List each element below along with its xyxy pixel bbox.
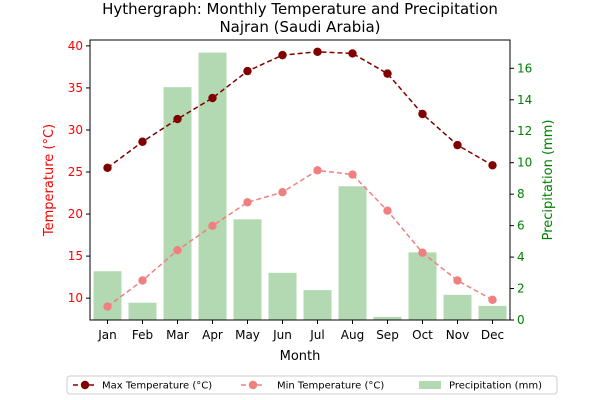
min-temp-point-nov [453, 276, 462, 285]
x-tick-label-may: May [235, 328, 260, 342]
precip-bar-jan [93, 271, 122, 320]
y-left-tick-label-40: 40 [68, 39, 83, 53]
legend-frame [66, 375, 558, 395]
temperature-lines [103, 47, 497, 311]
min-temp-point-mar [173, 246, 182, 255]
chart-title: Hythergraph: Monthly Temperature and Pre… [102, 0, 498, 18]
max-temp-point-oct [418, 109, 427, 119]
min-temp-point-oct [418, 248, 427, 257]
precip-bar-sep [373, 316, 402, 320]
y-left-tick-label-30: 30 [68, 123, 83, 137]
y-right-tick-label-6: 6 [517, 219, 525, 233]
y-right-tick-label-4: 4 [517, 250, 525, 264]
y-left-tick-label-25: 25 [68, 165, 83, 179]
x-tick-label-aug: Aug [341, 328, 364, 342]
precip-bar-jun [268, 272, 297, 320]
max-temp-point-jan [103, 163, 112, 173]
precip-bar-may [233, 219, 262, 320]
precip-bar-jul [303, 290, 332, 320]
x-tick-label-jun: Jun [272, 328, 292, 342]
legend: Max Temperature (°C) Min Temperature (°C… [66, 375, 558, 395]
legend-precip-label: Precipitation (mm) [449, 381, 542, 392]
x-tick-label-mar: Mar [166, 328, 189, 342]
y-left-tick-label-15: 15 [68, 249, 83, 263]
y-axis-left: 10 15 20 25 30 35 40 [68, 39, 90, 305]
precip-bar-apr [198, 52, 227, 321]
min-temp-point-jun [278, 187, 287, 197]
min-temp-point-jul [313, 166, 322, 175]
max-temp-point-apr [208, 93, 217, 103]
precip-bar-oct [408, 252, 437, 320]
precip-bar-dec [478, 305, 507, 320]
max-temp-point-feb [138, 137, 147, 146]
x-axis: Jan Feb Mar Apr May Jun Jul Aug Sep Oct Nov Dec [97, 320, 504, 342]
y-left-tick-label-10: 10 [68, 291, 83, 305]
y-right-tick-label-14: 14 [517, 93, 532, 107]
x-tick-label-oct: Oct [412, 328, 433, 342]
precip-bar-aug [338, 186, 367, 320]
y-axis-left-label: Temperature (°C) [42, 124, 57, 237]
max-temp-point-aug [348, 49, 357, 58]
legend-min-temp-marker [248, 380, 258, 390]
min-temp-point-aug [348, 170, 357, 179]
min-temp-point-sep [383, 206, 392, 215]
legend-max-temp-label: Max Temperature (°C) [102, 381, 212, 392]
x-tick-label-dec: Dec [481, 328, 504, 342]
max-temp-point-jun [278, 50, 287, 60]
y-right-tick-label-12: 12 [517, 124, 532, 138]
chart-subtitle: Najran (Saudi Arabia) [219, 18, 380, 36]
precip-bar-feb [128, 302, 157, 320]
y-right-tick-label-2: 2 [517, 282, 525, 296]
max-temp-point-jul [313, 47, 322, 56]
x-tick-label-jul: Jul [309, 328, 324, 342]
x-axis-label: Month [280, 349, 321, 364]
precip-bar-nov [443, 294, 472, 320]
y-left-tick-label-20: 20 [68, 207, 83, 221]
min-temp-point-jan [103, 302, 112, 311]
y-right-tick-label-16: 16 [517, 61, 532, 75]
max-temp-point-dec [488, 161, 497, 170]
plot-frame [89, 39, 511, 321]
x-tick-label-jan: Jan [97, 328, 117, 342]
min-temp-point-feb [138, 276, 147, 285]
y-right-tick-label-0: 0 [517, 313, 525, 327]
precip-bar-mar [163, 87, 192, 320]
y-left-tick-label-35: 35 [68, 81, 83, 95]
min-temp-line [107, 169, 493, 308]
max-temp-point-mar [173, 114, 182, 124]
y-axis-right: 0 2 4 6 8 10 12 14 16 [510, 61, 532, 327]
x-tick-label-nov: Nov [446, 328, 469, 342]
max-temp-line [107, 51, 493, 169]
legend-min-temp-label: Min Temperature (°C) [277, 381, 384, 392]
x-tick-label-apr: Apr [202, 328, 223, 342]
x-tick-label-sep: Sep [376, 328, 399, 342]
y-right-tick-label-10: 10 [517, 156, 532, 170]
precipitation-bars [93, 52, 507, 321]
min-temp-point-dec [488, 295, 497, 305]
y-axis-right-label: Precipitation (mm) [541, 120, 556, 241]
min-temp-point-apr [208, 221, 217, 231]
legend-max-temp-marker [80, 380, 90, 390]
x-tick-label-feb: Feb [132, 328, 153, 342]
y-right-tick-label-8: 8 [517, 187, 525, 201]
max-temp-point-nov [453, 140, 462, 150]
max-temp-point-sep [383, 69, 392, 78]
min-temp-point-may [243, 198, 252, 207]
legend-precip-swatch [419, 381, 441, 389]
max-temp-point-may [243, 66, 252, 76]
